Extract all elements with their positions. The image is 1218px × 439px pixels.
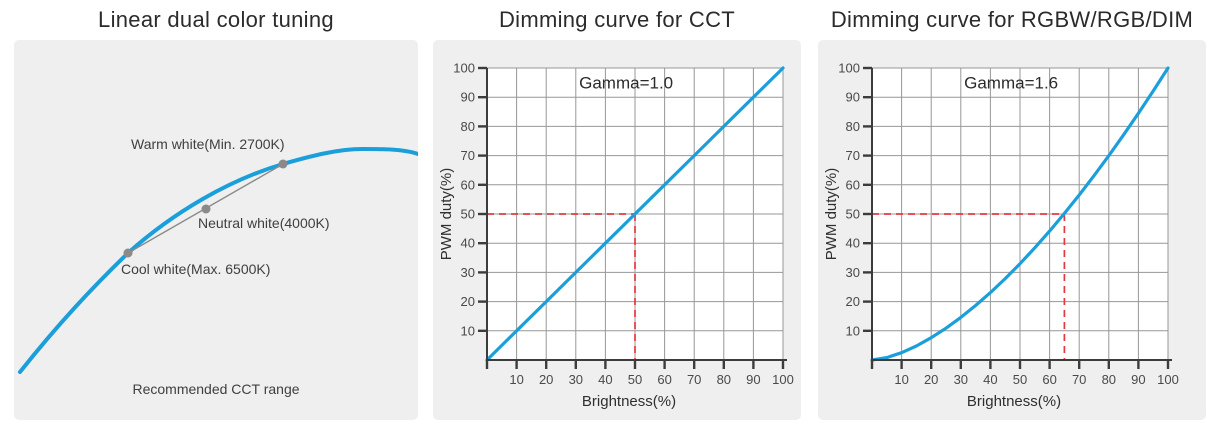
x-axis-label: Brightness(%) xyxy=(582,393,676,410)
neutral-white-label: Neutral white(4000K) xyxy=(198,215,330,231)
svg-text:20: 20 xyxy=(539,372,553,387)
svg-text:70: 70 xyxy=(687,372,701,387)
svg-text:70: 70 xyxy=(846,148,860,163)
svg-text:80: 80 xyxy=(1102,372,1116,387)
dimming-rgbw-title: Dimming curve for RGBW/RGB/DIM xyxy=(830,7,1194,32)
cct-tuning-title: Linear dual color tuning xyxy=(98,7,334,32)
recommended-cct-caption: Recommended CCT range xyxy=(132,381,300,397)
svg-text:60: 60 xyxy=(1042,372,1056,387)
gamma-annotation: Gamma=1.6 xyxy=(964,74,1058,93)
panel-cct-tuning: Linear dual color tuning Warm white(Min.… xyxy=(14,0,418,420)
svg-text:60: 60 xyxy=(846,177,860,192)
svg-text:30: 30 xyxy=(569,372,583,387)
gamma-annotation: Gamma=1.0 xyxy=(579,74,673,93)
svg-text:10: 10 xyxy=(461,323,475,338)
svg-text:80: 80 xyxy=(717,372,731,387)
svg-text:30: 30 xyxy=(954,372,968,387)
reference-dashed-lines xyxy=(487,213,636,360)
svg-text:90: 90 xyxy=(846,90,860,105)
svg-text:80: 80 xyxy=(846,119,860,134)
svg-text:50: 50 xyxy=(628,372,642,387)
svg-text:40: 40 xyxy=(983,372,997,387)
svg-text:20: 20 xyxy=(461,294,475,309)
svg-text:10: 10 xyxy=(509,372,523,387)
svg-text:70: 70 xyxy=(1072,372,1086,387)
svg-text:100: 100 xyxy=(453,61,475,76)
cct-tuning-panel: Warm white(Min. 2700K) Neutral white(400… xyxy=(14,40,418,420)
dimming-curve-line xyxy=(485,66,785,362)
cct-locus-curve xyxy=(18,146,418,374)
y-axis-label: PWM duty(%) xyxy=(823,168,840,261)
svg-text:10: 10 xyxy=(846,323,860,338)
x-axis-label: Brightness(%) xyxy=(967,393,1061,410)
y-axis-label: PWM duty(%) xyxy=(438,168,455,261)
reference-dashed-lines xyxy=(872,213,1066,360)
svg-text:10: 10 xyxy=(894,372,908,387)
axis-ticks xyxy=(863,66,1170,369)
svg-text:70: 70 xyxy=(461,148,475,163)
svg-text:40: 40 xyxy=(598,372,612,387)
svg-text:40: 40 xyxy=(461,236,475,251)
svg-text:100: 100 xyxy=(838,61,860,76)
dimming-cct-title: Dimming curve for CCT xyxy=(498,7,736,32)
svg-text:100: 100 xyxy=(1157,372,1179,387)
svg-text:90: 90 xyxy=(1131,372,1145,387)
cct-tuning-diagram xyxy=(18,146,418,374)
tick-labels: 10 20 30 40 50 60 70 80 90 100 10 20 30 40 50 60 70 80 90 1… xyxy=(838,61,1179,388)
warm-white-label: Warm white(Min. 2700K) xyxy=(131,136,285,152)
svg-text:50: 50 xyxy=(846,207,860,222)
dimming-rgbw-chart: 10 20 30 40 50 60 70 80 90 100 10 20 30 40 50 60 70 80 90 1… xyxy=(823,61,1179,411)
svg-text:60: 60 xyxy=(657,372,671,387)
svg-text:50: 50 xyxy=(461,207,475,222)
dimming-curve-line xyxy=(870,66,1170,362)
neutral-white-marker xyxy=(201,204,211,214)
svg-text:30: 30 xyxy=(846,265,860,280)
svg-text:100: 100 xyxy=(772,372,794,387)
dimming-rgbw-panel: 10 20 30 40 50 60 70 80 90 100 10 20 30 40 50 60 70 80 90 1… xyxy=(818,40,1206,420)
cool-white-label: Cool white(Max. 6500K) xyxy=(121,261,271,277)
cool-white-marker xyxy=(123,248,133,258)
svg-text:30: 30 xyxy=(461,265,475,280)
dimming-cct-chart: 10 20 30 40 50 60 70 80 90 100 10 20 30 40 50 60 70 80 90 1… xyxy=(438,61,794,411)
tick-labels: 10 20 30 40 50 60 70 80 90 100 10 20 30 40 50 60 70 80 90 1… xyxy=(453,61,794,388)
svg-text:20: 20 xyxy=(846,294,860,309)
panel-dimming-cct: Dimming curve for CCT 10 20 30 40 50 60 70 80 90… xyxy=(433,0,801,420)
dimming-cct-panel: 10 20 30 40 50 60 70 80 90 100 10 20 30 40 50 60 70 80 90 1… xyxy=(433,40,801,420)
svg-text:60: 60 xyxy=(461,177,475,192)
svg-text:20: 20 xyxy=(924,372,938,387)
axis-ticks xyxy=(478,66,785,369)
warm-white-marker xyxy=(278,159,288,169)
svg-text:40: 40 xyxy=(846,236,860,251)
svg-text:90: 90 xyxy=(461,90,475,105)
svg-text:80: 80 xyxy=(461,119,475,134)
svg-text:50: 50 xyxy=(1013,372,1027,387)
panel-dimming-rgbw: Dimming curve for RGBW/RGB/DIM 10 20 30 40 5… xyxy=(818,0,1206,420)
svg-text:90: 90 xyxy=(746,372,760,387)
